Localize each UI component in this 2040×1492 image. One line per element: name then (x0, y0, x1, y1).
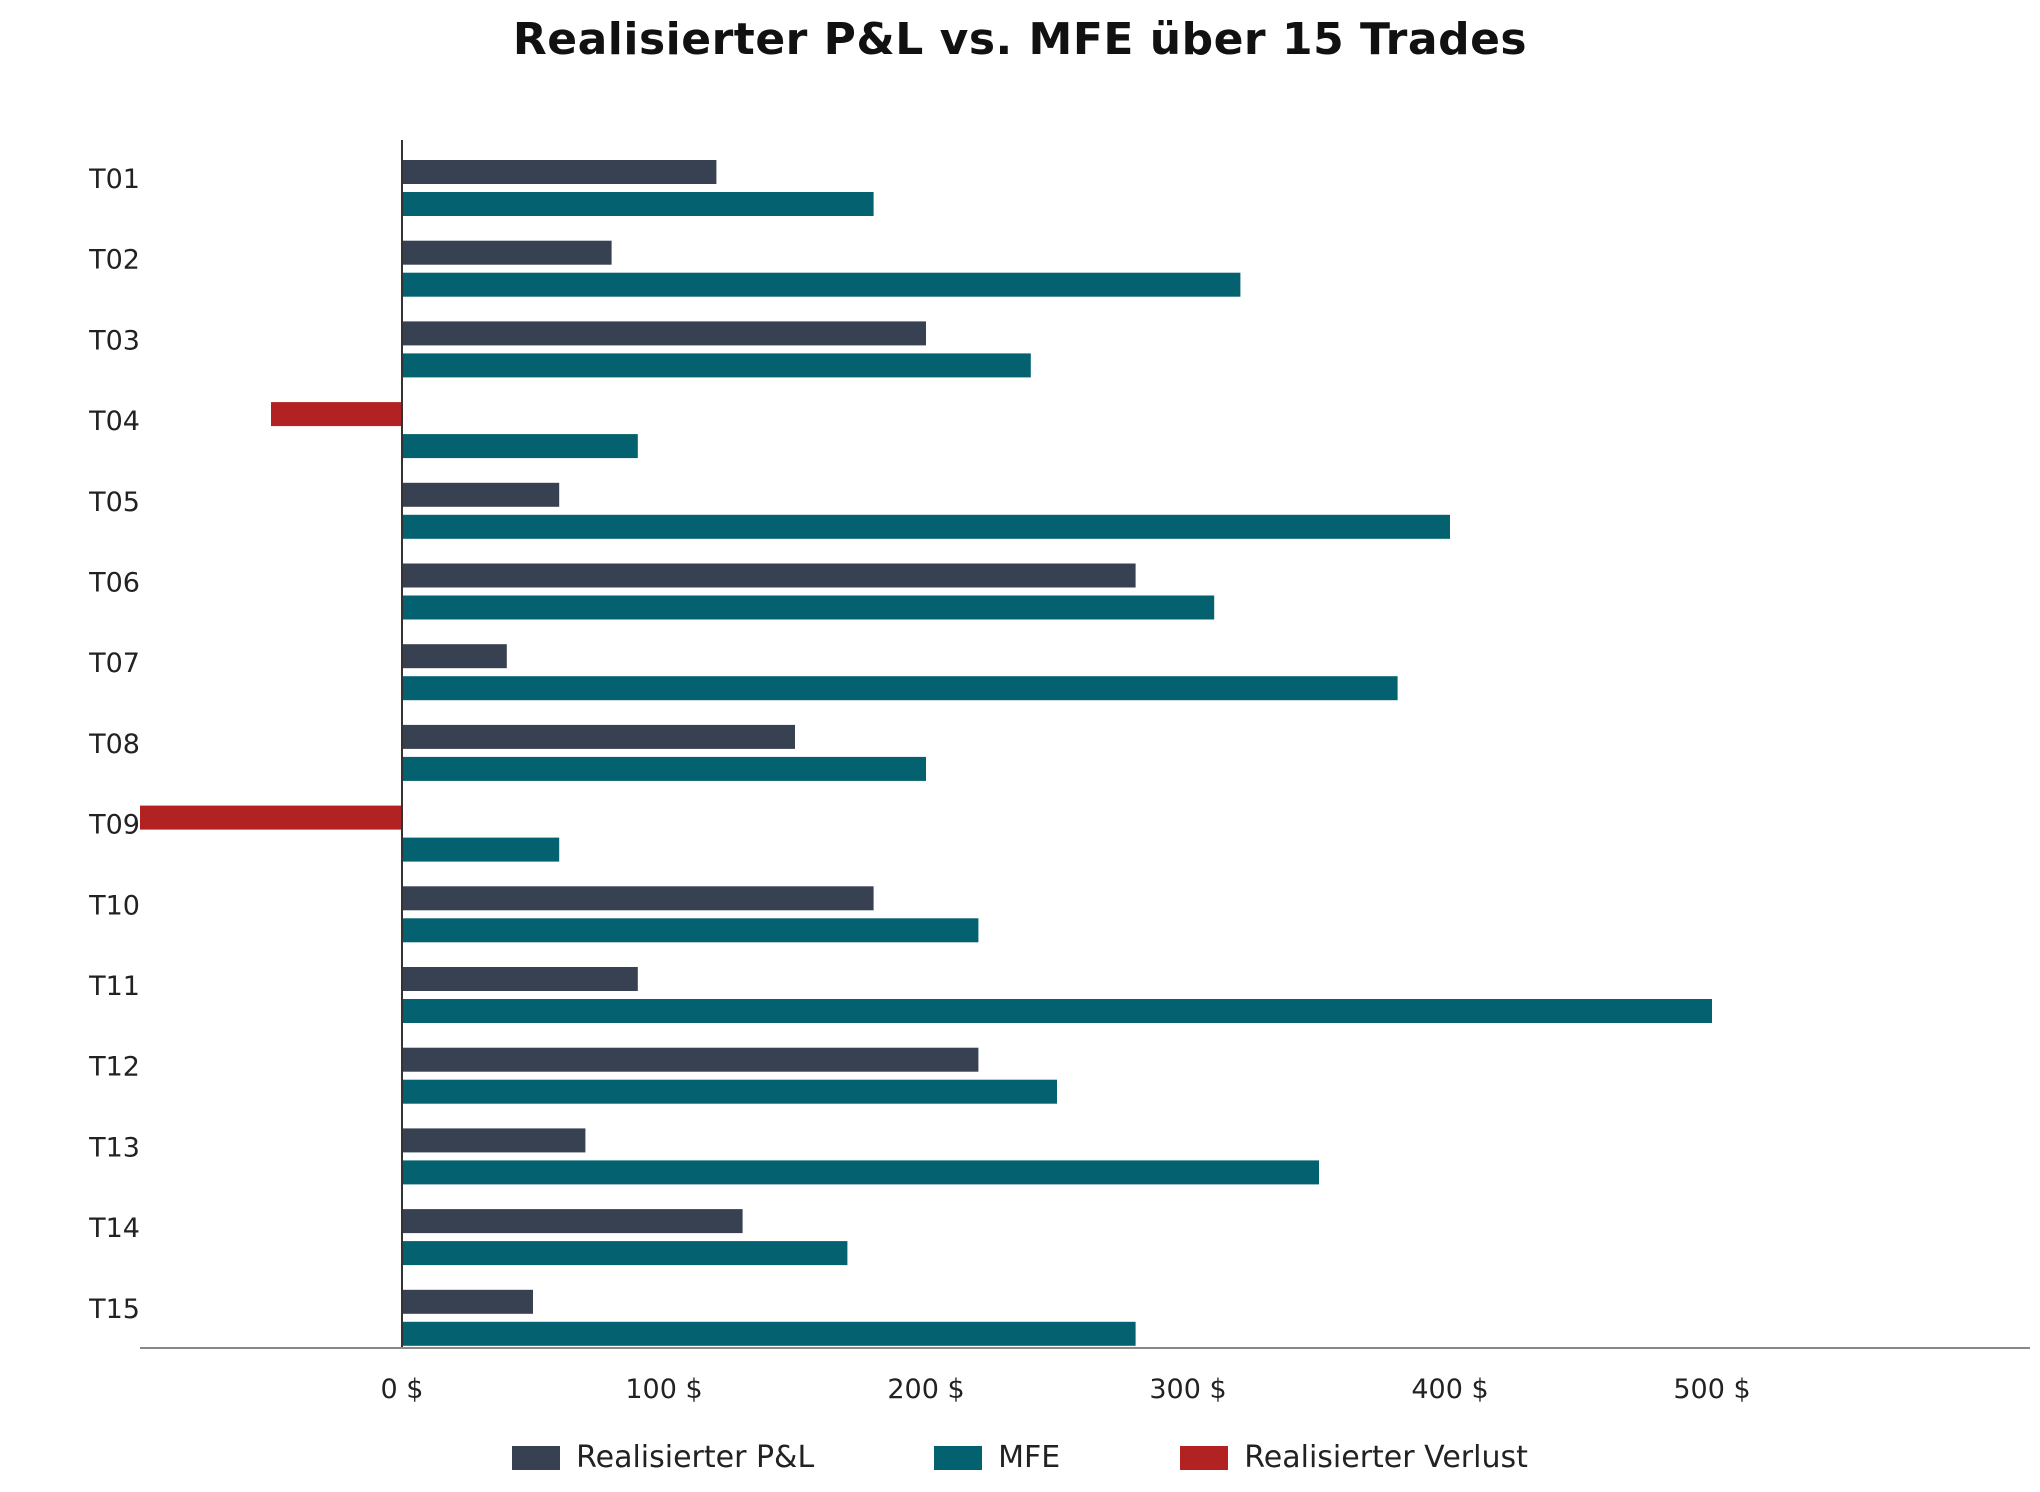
legend-swatch-mfe (934, 1445, 983, 1470)
bar-mfe (402, 676, 1398, 701)
x-tick-label: 300 $ (1149, 1374, 1226, 1405)
bar-realized-loss (271, 402, 402, 427)
category-label: T03 (88, 325, 140, 356)
bar-realized-pnl (402, 1047, 979, 1072)
bar-mfe (402, 1079, 1057, 1104)
category-label: T09 (88, 810, 140, 841)
bar-mfe (402, 756, 926, 781)
x-tick-label: 500 $ (1673, 1374, 1750, 1405)
bar-realized-pnl (402, 1128, 586, 1153)
legend-swatch-loss (1180, 1445, 1229, 1470)
category-label: T15 (88, 1294, 140, 1325)
bar-realized-pnl (402, 160, 717, 184)
bar-mfe (402, 999, 1712, 1023)
x-tick-label: 400 $ (1411, 1374, 1488, 1405)
category-label: T13 (88, 1132, 140, 1163)
bar-mfe (402, 1160, 1319, 1185)
bar-mfe (402, 595, 1215, 620)
bar-mfe (402, 1321, 1136, 1346)
category-label: T08 (88, 729, 140, 760)
bar-realized-pnl (402, 724, 795, 749)
bar-realized-pnl (402, 886, 874, 911)
chart-title: Realisierter P&L vs. MFE über 15 Trades (512, 14, 1528, 65)
bar-realized-pnl (402, 321, 926, 346)
legend-label-loss: Realisierter Verlust (1244, 1440, 1528, 1475)
category-label: T04 (88, 406, 140, 437)
legend: Realisierter P&L MFE Realisierter Verlus… (0, 1440, 2040, 1475)
category-label: T12 (88, 1052, 140, 1083)
x-tick-label: 200 $ (887, 1374, 964, 1405)
category-label: T05 (88, 487, 140, 518)
bar-realized-loss (140, 805, 402, 830)
category-label: T02 (88, 245, 140, 276)
category-label: T07 (88, 648, 140, 679)
bar-realized-pnl (402, 482, 560, 507)
x-tick-label: 0 $ (381, 1374, 424, 1405)
x-tick-label: 100 $ (625, 1374, 702, 1405)
category-label: T11 (88, 971, 140, 1002)
bar-mfe (402, 192, 874, 216)
category-label: T10 (88, 890, 140, 921)
bar-realized-pnl (402, 644, 507, 669)
bar-mfe (402, 1241, 848, 1266)
category-label: T06 (88, 568, 140, 599)
bar-realized-pnl (402, 967, 638, 991)
category-label: T14 (88, 1213, 140, 1244)
bar-mfe (402, 918, 979, 943)
bar-mfe (402, 272, 1241, 297)
legend-label-pnl: Realisierter P&L (576, 1440, 815, 1475)
bar-realized-pnl (402, 240, 612, 265)
bar-mfe (402, 353, 1031, 378)
bar-mfe (402, 514, 1450, 539)
legend-item-loss: Realisierter Verlust (1180, 1440, 1528, 1475)
legend-label-mfe: MFE (998, 1440, 1061, 1475)
bar-mfe (402, 434, 638, 459)
bar-mfe (402, 837, 560, 862)
legend-swatch-pnl (512, 1445, 561, 1470)
bar-realized-pnl (402, 563, 1136, 588)
legend-item-mfe: MFE (934, 1440, 1060, 1475)
legend-item-pnl: Realisierter P&L (512, 1440, 814, 1475)
bar-realized-pnl (402, 1209, 743, 1234)
bar-realized-pnl (402, 1289, 533, 1314)
category-label: T01 (88, 164, 140, 195)
